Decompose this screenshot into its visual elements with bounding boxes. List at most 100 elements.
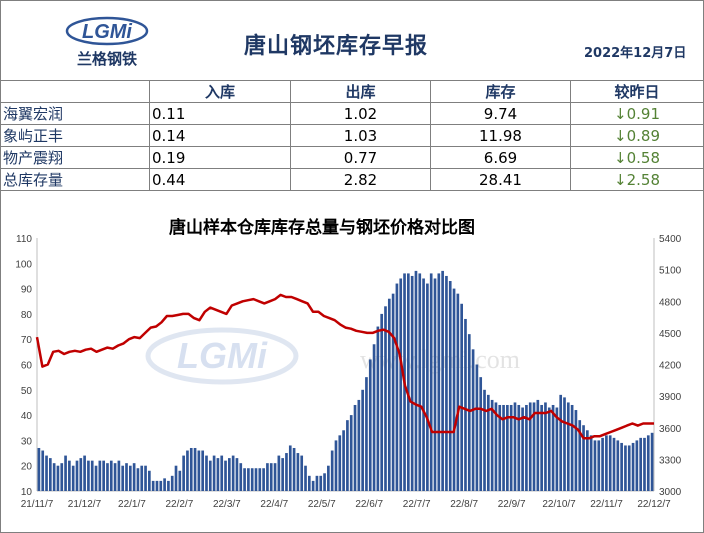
inventory-bar (586, 430, 589, 491)
x-tick-label: 22/1/7 (118, 499, 146, 510)
inventory-bar (597, 440, 601, 491)
left-tick-label: 10 (21, 487, 33, 498)
left-tick-label: 50 (21, 386, 33, 397)
inventory-bar (296, 453, 300, 491)
inventory-bar (266, 463, 269, 491)
inventory-bar (311, 480, 315, 491)
inventory-bar (277, 455, 281, 491)
inventory-bar (90, 460, 94, 491)
inventory-bar (64, 455, 67, 491)
inventory-bar (128, 465, 132, 491)
right-tick-label: 4800 (659, 297, 682, 308)
inventory-bar (281, 458, 284, 491)
row-change: ↓2.58 (570, 168, 704, 191)
inventory-bar (593, 440, 597, 491)
inventory-bar (407, 273, 410, 491)
inventory-bar (79, 458, 83, 491)
right-tick-label: 3900 (659, 392, 682, 403)
x-tick-label: 22/3/7 (213, 499, 241, 510)
inventory-bar (475, 364, 479, 491)
inventory-bar (49, 458, 52, 491)
inventory-bar (437, 273, 441, 491)
inventory-bar (346, 420, 349, 491)
inventory-bar (41, 450, 45, 491)
inventory-bar (448, 281, 452, 491)
inventory-bar (574, 410, 578, 491)
row-stock: 11.98 (430, 124, 571, 147)
inventory-bar (208, 460, 212, 491)
inventory-bar (422, 278, 425, 491)
lgmi-logo: LGMi 兰格钢铁 (65, 16, 149, 68)
inventory-bar (243, 468, 246, 491)
inventory-bar (445, 275, 448, 491)
inventory-bar (536, 399, 540, 491)
x-tick-label: 22/2/7 (165, 499, 193, 510)
inventory-bar (498, 404, 502, 491)
inventory-bar (601, 437, 604, 491)
table-row: 总库存量 0.44 2.82 28.41 ↓2.58 (0, 168, 704, 191)
inventory-bar (532, 402, 536, 491)
col-header-stock: 库存 (430, 80, 571, 103)
inventory-bar (349, 415, 353, 491)
inventory-table: 入库 出库 库存 较昨日 海翼宏润 0.11 1.02 9.74 ↓0.91 象… (0, 80, 704, 191)
inventory-bar (231, 455, 235, 491)
row-change: ↓0.58 (570, 146, 704, 169)
inventory-bar (502, 404, 505, 491)
row-in: 0.11 (149, 102, 291, 125)
x-tick-label: 22/4/7 (260, 499, 288, 510)
inventory-bar (368, 359, 372, 491)
chart-axes: 10 20 30 40 50 60 70 80 90 100 110 3000 3300 3600 3900… (15, 234, 681, 510)
inventory-bar (605, 435, 608, 491)
inventory-bar (635, 440, 639, 491)
left-tick-label: 40 (21, 411, 33, 422)
inventory-bar (418, 273, 422, 491)
inventory-bar (167, 480, 170, 491)
logo-text: LGMi (82, 21, 132, 43)
inventory-bar (144, 465, 147, 491)
inventory-bar (323, 473, 326, 491)
inventory-bar (239, 463, 243, 491)
table-header-row: 入库 出库 库存 较昨日 (0, 80, 704, 103)
inventory-bar (106, 463, 109, 491)
row-stock: 9.74 (430, 102, 571, 125)
inventory-bar (197, 450, 201, 491)
report-header: LGMi 兰格钢铁 唐山钢坯库存早报 2022年12月7日 (0, 0, 704, 81)
inventory-bar (186, 450, 189, 491)
inventory-bar (582, 425, 585, 491)
inventory-bar (273, 463, 277, 491)
inventory-bar (525, 404, 528, 491)
x-tick-label: 22/12/7 (637, 499, 671, 510)
inventory-bar (258, 468, 262, 491)
inventory-bar (506, 404, 509, 491)
inventory-bar (479, 377, 483, 491)
inventory-price-chart: LGMi www.lgmi.com 唐山样本仓库库存总量与钢坯价格对比图 102… (15, 217, 681, 510)
inventory-bar (315, 475, 319, 491)
inventory-bar (471, 349, 475, 491)
inventory-bar (513, 402, 517, 491)
inventory-bar (125, 463, 128, 491)
inventory-bar (643, 437, 646, 491)
inventory-bar (56, 465, 60, 491)
inventory-bar (490, 399, 494, 491)
inventory-bar (380, 313, 384, 491)
inventory-bar (517, 404, 521, 491)
inventory-bar (372, 344, 376, 491)
logo-cn: 兰格钢铁 (77, 50, 137, 68)
inventory-bar (578, 420, 582, 491)
inventory-bar (486, 394, 490, 491)
inventory-bar (620, 442, 623, 491)
inventory-bar (494, 402, 498, 491)
right-tick-label: 5100 (659, 266, 682, 277)
right-tick-label: 3000 (659, 487, 682, 498)
inventory-bar (193, 447, 197, 491)
inventory-bar (433, 278, 437, 491)
table-corner (0, 80, 150, 103)
inventory-bar (174, 465, 178, 491)
inventory-bar (639, 437, 643, 491)
inventory-bar (182, 455, 185, 491)
left-tick-label: 90 (21, 285, 33, 296)
row-in: 0.44 (149, 168, 291, 191)
x-tick-label: 22/9/7 (498, 499, 526, 510)
table-row: 物产震翔 0.19 0.77 6.69 ↓0.58 (0, 146, 704, 169)
inventory-bar (98, 460, 102, 491)
